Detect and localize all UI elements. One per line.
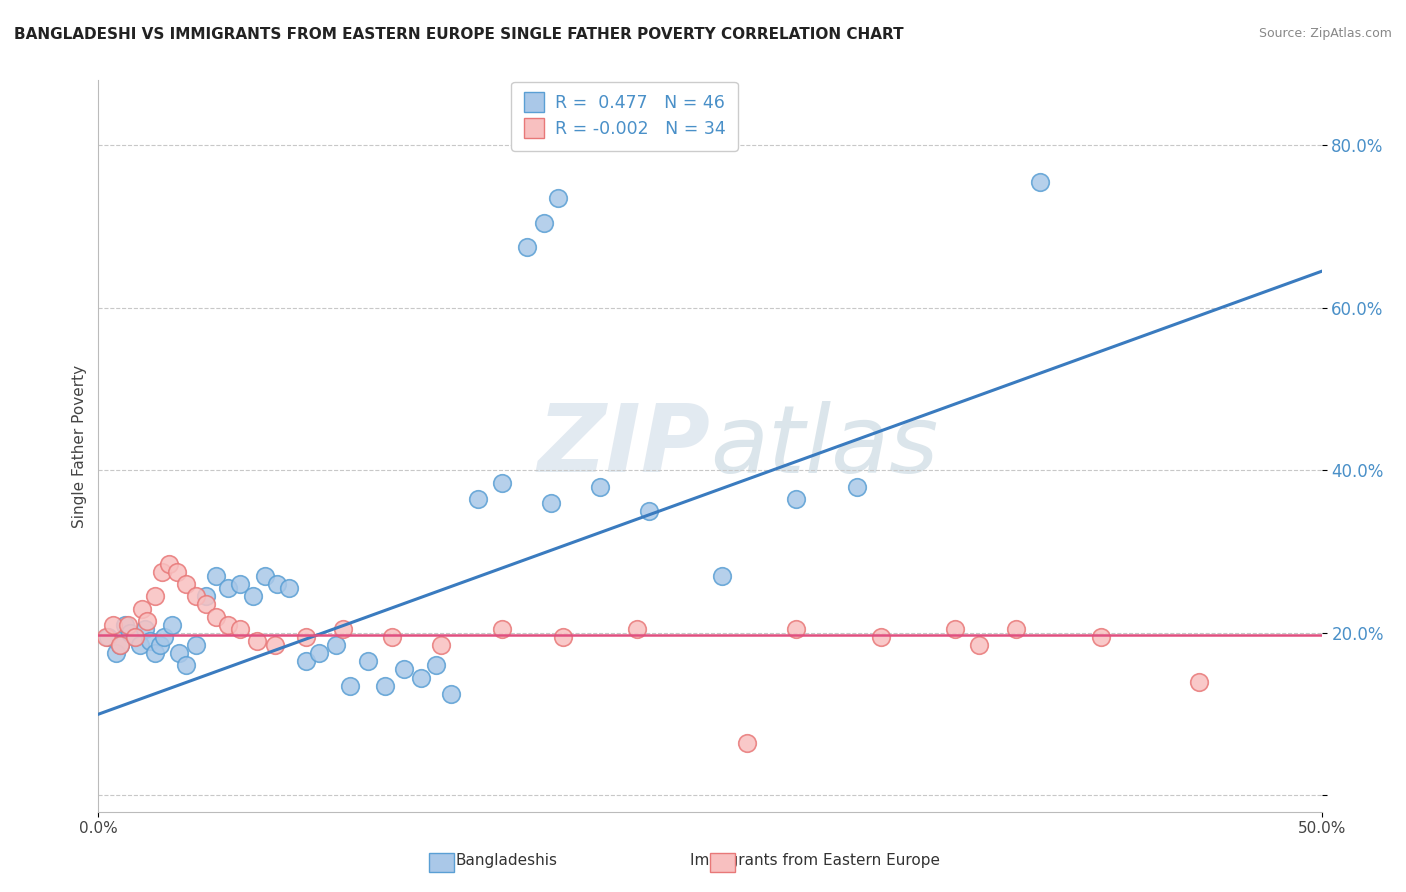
Point (440, 687, 463, 701)
Point (110, 638, 132, 652)
Point (711, 569, 734, 583)
Point (124, 630, 146, 644)
Point (785, 491, 807, 506)
Point (374, 679, 396, 693)
Point (735, 736, 758, 750)
Point (195, 598, 218, 612)
Point (120, 626, 142, 640)
Point (217, 617, 239, 632)
Point (547, 191, 569, 205)
Text: Immigrants from Eastern Europe: Immigrants from Eastern Europe (690, 854, 941, 868)
Point (785, 622, 807, 636)
Point (295, 654, 318, 668)
Point (381, 630, 404, 644)
Point (229, 577, 252, 591)
Text: BANGLADESHI VS IMMIGRANTS FROM EASTERN EUROPE SINGLE FATHER POVERTY CORRELATION : BANGLADESHI VS IMMIGRANTS FROM EASTERN E… (14, 27, 904, 42)
Point (129, 638, 152, 652)
Point (253, 569, 276, 583)
Point (117, 617, 139, 632)
Point (392, 663, 416, 677)
Point (176, 577, 198, 591)
Point (339, 679, 361, 693)
Point (150, 565, 173, 579)
Point (149, 638, 172, 652)
Point (533, 215, 555, 229)
Text: Bangladeshis: Bangladeshis (456, 854, 557, 868)
Point (411, 671, 433, 685)
Point (167, 646, 190, 660)
Text: Source: ZipAtlas.com: Source: ZipAtlas.com (1258, 27, 1392, 40)
Point (1004, 622, 1026, 636)
Point (1029, 175, 1052, 189)
Point (229, 622, 252, 636)
Point (278, 581, 301, 595)
Point (186, 590, 208, 604)
Point (332, 622, 354, 636)
Point (626, 622, 648, 636)
Point (589, 480, 612, 494)
Point (308, 646, 330, 660)
Point (205, 609, 228, 624)
Point (967, 638, 990, 652)
Point (246, 634, 269, 648)
Y-axis label: Single Father Poverty: Single Father Poverty (72, 365, 87, 527)
Point (160, 617, 183, 632)
Text: atlas: atlas (710, 401, 938, 491)
Point (97, 630, 120, 644)
Point (943, 622, 966, 636)
Point (845, 480, 868, 494)
Legend: R =  0.477   N = 46, R = -0.002   N = 34: R = 0.477 N = 46, R = -0.002 N = 34 (512, 82, 738, 151)
Point (540, 496, 562, 510)
Point (242, 590, 264, 604)
Point (553, 630, 575, 644)
Point (176, 658, 198, 673)
Point (143, 590, 166, 604)
Point (166, 565, 188, 579)
Point (114, 617, 136, 632)
Point (467, 491, 489, 506)
Point (195, 590, 218, 604)
Point (356, 654, 378, 668)
Point (101, 617, 124, 632)
Point (136, 614, 159, 628)
Point (1090, 630, 1112, 644)
Point (139, 634, 162, 648)
Point (325, 638, 347, 652)
Point (157, 557, 180, 571)
Point (430, 638, 453, 652)
Point (205, 569, 228, 583)
Point (637, 504, 661, 518)
Point (143, 646, 166, 660)
Point (131, 601, 153, 615)
Point (1188, 674, 1211, 689)
Point (124, 630, 146, 644)
Point (134, 622, 156, 636)
Point (186, 638, 208, 652)
Point (217, 581, 239, 595)
Point (425, 658, 447, 673)
Point (94, 630, 117, 644)
Point (153, 630, 176, 644)
Point (110, 638, 132, 652)
Point (104, 646, 127, 660)
Point (515, 240, 537, 254)
Point (295, 630, 318, 644)
Point (491, 475, 513, 490)
Point (491, 622, 513, 636)
Point (263, 638, 285, 652)
Point (266, 577, 288, 591)
Text: ZIP: ZIP (537, 400, 710, 492)
Point (870, 630, 893, 644)
